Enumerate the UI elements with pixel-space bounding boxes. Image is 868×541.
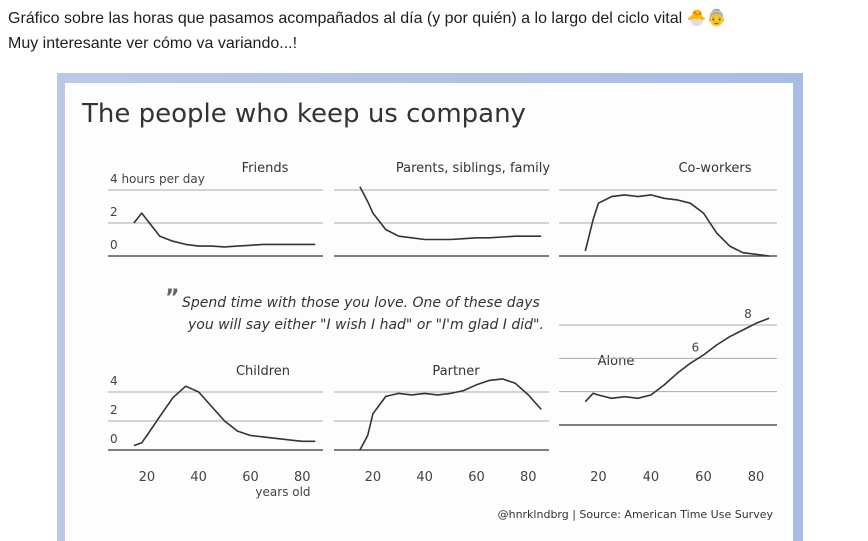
y-tick-label: 2 <box>110 205 118 219</box>
x-tick-label: 80 <box>748 470 765 485</box>
post-line: Muy interesante ver cómo va variando...! <box>8 35 298 52</box>
source: @hnrklndbrg | Source: American Time Use … <box>498 508 774 521</box>
panel-title: Friends <box>242 161 289 176</box>
figure-title: The people who keep us company <box>81 99 526 129</box>
y-tick-label: 8 <box>744 307 752 321</box>
y-tick-label: 4 hours per day <box>110 172 205 186</box>
quote-line: Spend time with those you love. One of t… <box>182 295 540 311</box>
x-tick-label: 20 <box>365 470 382 485</box>
x-axis-label: years old <box>255 485 310 499</box>
x-tick-label: 20 <box>139 470 156 485</box>
quote-line: you will say either "I wish I had" or "I… <box>187 317 544 333</box>
y-tick-label: 2 <box>110 403 118 417</box>
x-tick-label: 20 <box>590 470 607 485</box>
data-line <box>584 194 770 257</box>
data-line <box>359 186 542 241</box>
data-line <box>133 212 316 248</box>
panel-title: Alone <box>598 354 635 369</box>
image-panel <box>65 83 793 541</box>
x-tick-label: 80 <box>520 470 537 485</box>
data-line <box>133 385 316 447</box>
x-tick-label: 60 <box>242 470 259 485</box>
data-line <box>584 317 770 403</box>
post-text: Gráfico sobre las horas que pasamos acom… <box>8 6 726 56</box>
panel-title: Co-workers <box>678 161 751 176</box>
y-tick-label: 6 <box>692 340 700 354</box>
x-tick-label: 60 <box>468 470 485 485</box>
x-tick-label: 40 <box>643 470 660 485</box>
x-tick-label: 40 <box>416 470 433 485</box>
y-tick-label: 0 <box>110 432 118 446</box>
x-tick-label: 60 <box>695 470 712 485</box>
panel-title: Parents, siblings, family <box>396 161 550 176</box>
panel-title: Partner <box>432 364 480 379</box>
x-tick-label: 40 <box>190 470 207 485</box>
post-line: Gráfico sobre las horas que pasamos acom… <box>8 10 727 27</box>
panel-title: Children <box>236 364 290 379</box>
data-line <box>359 378 542 451</box>
x-tick-label: 80 <box>294 470 311 485</box>
quote-mark: ” <box>165 286 179 311</box>
y-tick-label: 0 <box>110 238 118 252</box>
y-tick-label: 4 <box>110 374 118 388</box>
